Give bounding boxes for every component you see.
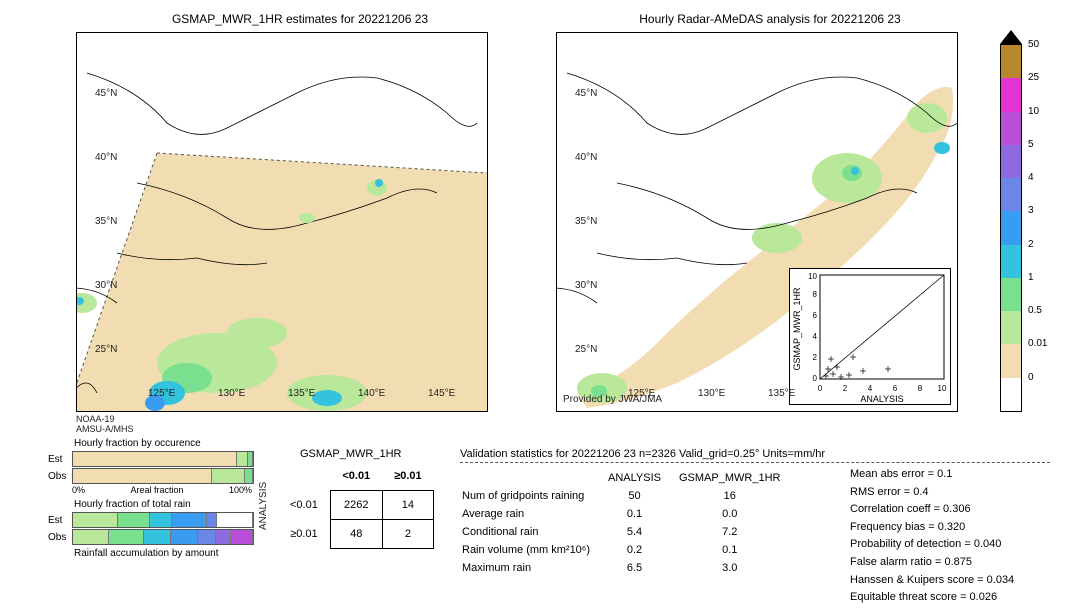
metric-row: Equitable threat score = 0.026: [850, 589, 1014, 607]
bars-title: Hourly fraction by occurence: [74, 438, 254, 449]
lat-tick: 40°N: [575, 152, 597, 163]
validation-header: Validation statistics for 20221206 23 n=…: [460, 448, 1050, 463]
metric-row: RMS error = 0.4: [850, 484, 1014, 502]
lon-tick: 130°E: [218, 388, 245, 399]
axis-label: 0%: [72, 485, 85, 495]
svg-text:6: 6: [813, 311, 818, 320]
lon-tick: 125°E: [628, 388, 655, 399]
contingency-row-axis: ANALYSIS: [258, 482, 269, 530]
metric-row: Correlation coeff = 0.306: [850, 501, 1014, 519]
lon-tick: 140°E: [358, 388, 385, 399]
metric-row: Hanssen & Kuipers score = 0.034: [850, 572, 1014, 590]
contingency-title: GSMAP_MWR_1HR: [300, 448, 401, 460]
bar-row-label: Est: [48, 515, 72, 526]
colorbar-tick: 0.5: [1028, 305, 1042, 316]
svg-text:2: 2: [813, 353, 818, 362]
svg-text:8: 8: [918, 384, 923, 393]
lat-tick: 35°N: [95, 216, 117, 227]
arrow-up-icon: [1000, 30, 1022, 44]
validation-table: ANALYSISGSMAP_MWR_1HR Num of gridpoints …: [460, 468, 798, 578]
lat-tick: 40°N: [95, 152, 117, 163]
bar-row-label: Obs: [48, 532, 72, 543]
colorbar-tick: 5: [1028, 139, 1034, 150]
lon-tick: 130°E: [698, 388, 725, 399]
lon-tick: 135°E: [768, 388, 795, 399]
table-row: Conditional rain5.47.2: [462, 524, 796, 540]
metric-row: Probability of detection = 0.040: [850, 536, 1014, 554]
axis-label: Areal fraction: [130, 485, 183, 495]
colorbar-tick: 25: [1028, 72, 1039, 83]
bar-row-label: Obs: [48, 471, 72, 482]
metric-row: False alarm ratio = 0.875: [850, 554, 1014, 572]
colorbar-tick: 0.01: [1028, 338, 1047, 349]
scatter-inset: 0 2 4 6 8 10 0 2 4 6 8 10 ANALYSIS GSMAP_MWR_1HR: [789, 268, 951, 405]
lon-tick: 125°E: [148, 388, 175, 399]
svg-text:10: 10: [808, 272, 817, 281]
bar-row: [72, 512, 254, 528]
lat-tick: 30°N: [575, 280, 597, 291]
bars-title: Hourly fraction of total rain: [74, 499, 254, 510]
bar-row: [72, 529, 254, 545]
lat-tick: 30°N: [95, 280, 117, 291]
left-map: [76, 32, 488, 412]
colorbar-segments: [1000, 44, 1022, 412]
lat-tick: 25°N: [95, 344, 117, 355]
bar-row: [72, 468, 254, 484]
colorbar: 502510543210.50.010: [1000, 30, 1022, 412]
metric-row: Mean abs error = 0.1: [850, 466, 1014, 484]
lat-tick: 45°N: [95, 88, 117, 99]
table-row: Average rain0.10.0: [462, 506, 796, 522]
svg-text:0: 0: [818, 384, 823, 393]
colorbar-tick: 4: [1028, 172, 1034, 183]
table-row: Num of gridpoints raining5016: [462, 488, 796, 504]
bars-title: Rainfall accumulation by amount: [74, 548, 254, 559]
right-map-title: Hourly Radar-AMeDAS analysis for 2022120…: [600, 12, 940, 26]
table-row: Rain volume (mm km²10⁶)0.20.1: [462, 542, 796, 558]
colorbar-tick: 3: [1028, 205, 1034, 216]
svg-text:GSMAP_MWR_1HR: GSMAP_MWR_1HR: [792, 287, 802, 371]
svg-text:10: 10: [938, 384, 947, 393]
svg-text:2: 2: [843, 384, 848, 393]
bar-row-label: Est: [48, 454, 72, 465]
svg-text:8: 8: [813, 290, 818, 299]
svg-text:4: 4: [813, 332, 818, 341]
table-row: Maximum rain6.53.0: [462, 560, 796, 576]
left-map-title: GSMAP_MWR_1HR estimates for 20221206 23: [140, 12, 460, 26]
colorbar-tick: 2: [1028, 239, 1034, 250]
colorbar-tick: 1: [1028, 272, 1034, 283]
left-map-footer2: AMSU-A/MHS: [76, 424, 134, 434]
lat-tick: 45°N: [575, 88, 597, 99]
occurrence-bars: Hourly fraction by occurence Est Obs 0% …: [48, 438, 254, 559]
bar-row: [72, 451, 254, 467]
lat-tick: 25°N: [575, 344, 597, 355]
right-map: Provided by JWA/JMA 0246810 0246810: [556, 32, 958, 412]
colorbar-tick: 10: [1028, 106, 1039, 117]
colorbar-tick: 50: [1028, 39, 1039, 50]
metric-row: Frequency bias = 0.320: [850, 519, 1014, 537]
colorbar-tick: 0: [1028, 372, 1034, 383]
svg-text:ANALYSIS: ANALYSIS: [860, 394, 903, 404]
contingency-table: <0.01≥0.01 <0.01226214 ≥0.01482: [278, 462, 434, 549]
svg-text:0: 0: [813, 374, 818, 383]
lon-tick: 135°E: [288, 388, 315, 399]
svg-text:6: 6: [893, 384, 898, 393]
svg-text:4: 4: [868, 384, 873, 393]
metrics-list: Mean abs error = 0.1RMS error = 0.4Corre…: [850, 466, 1014, 607]
lat-tick: 35°N: [575, 216, 597, 227]
left-map-footer1: NOAA-19: [76, 414, 115, 424]
lon-tick: 145°E: [428, 388, 455, 399]
axis-label: 100%: [229, 485, 252, 495]
